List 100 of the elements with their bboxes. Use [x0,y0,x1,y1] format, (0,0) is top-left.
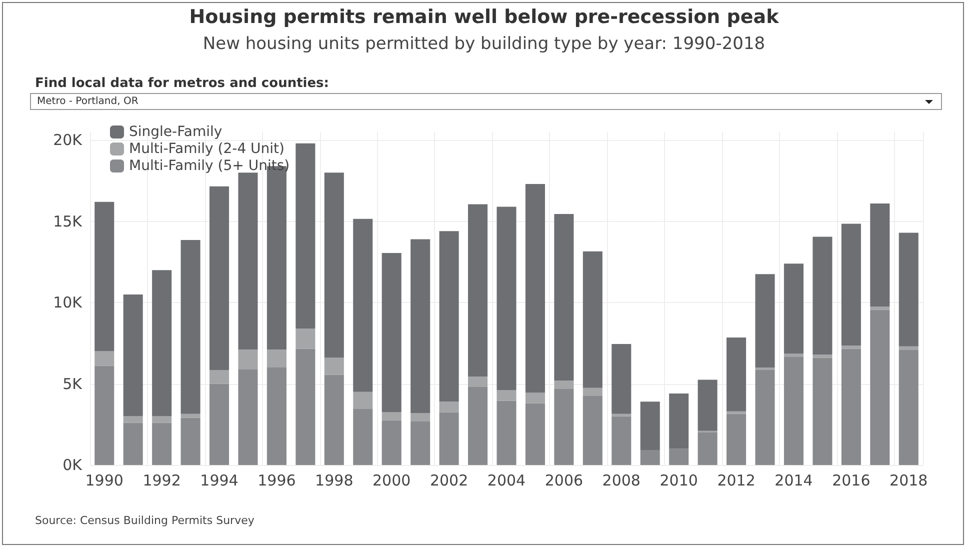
bar [898,232,918,346]
bar [324,172,344,358]
y-tick-label: 5K [62,374,84,393]
bar [726,337,746,412]
bar [238,172,258,350]
bar [123,416,143,423]
bar [612,414,632,416]
bar [152,270,172,416]
bar [612,416,632,465]
bar [669,448,689,465]
chart-title: Housing permits remain well below pre-recession peak [188,6,780,28]
bar [612,344,632,414]
bar [870,306,890,310]
legend-label: Multi-Family (2-4 Unit) [129,141,285,157]
bar [439,402,459,412]
bar [180,418,200,465]
bar [496,206,516,390]
x-tick-label: 2000 [372,472,411,490]
x-tick-label: 2016 [832,472,870,490]
bar [123,294,143,416]
bar [755,370,775,465]
bar [296,143,316,329]
bar [841,348,861,465]
bar [180,240,200,414]
bar [94,351,114,366]
bar [94,202,114,352]
bar [698,432,718,465]
bar [152,416,172,423]
bar [812,236,832,355]
bar [784,264,804,354]
bar [238,350,258,370]
chart-subtitle: New housing units permitted by building type by year: 1990-2018 [202,34,766,54]
y-tick-label: 10K [53,294,84,312]
dropdown-field: Metro - Portland, OR [30,93,942,110]
bar [468,387,488,465]
bar [439,231,459,402]
bar [382,253,402,412]
bar [870,310,890,465]
y-tick-label: 0K [62,456,84,474]
bar [812,354,832,358]
bar [353,408,373,465]
x-tick-label: 1992 [142,472,181,490]
bar [238,369,258,465]
bar [582,388,602,396]
x-tick-label: 1996 [258,472,296,490]
bar [870,203,890,307]
bar [410,239,430,414]
bar [209,186,230,370]
bar [209,370,230,384]
x-tick-label: 2008 [602,472,640,490]
bar [324,374,344,465]
bar [296,328,316,349]
x-tick-label: 2014 [774,472,813,490]
bar [898,350,918,465]
bar [698,380,718,431]
bar [382,420,402,465]
y-tick-label: 15K [53,212,84,230]
bar [353,218,373,392]
bar [123,422,143,465]
bar [812,358,832,465]
bar [525,184,545,393]
bar [296,348,316,465]
bar [582,251,602,388]
bar [554,214,574,381]
bar [209,384,230,465]
bar [324,358,344,375]
bar [755,274,775,368]
x-tick-label: 2012 [717,472,756,490]
x-tick-label: 1990 [85,472,124,490]
bar [726,411,746,414]
bar [640,450,660,465]
bar [554,388,574,465]
bar [152,422,172,465]
bar [669,394,689,449]
x-tick-label: 2006 [544,472,584,490]
y-tick-label: 20K [53,131,84,150]
bar [266,368,286,465]
x-tick-label: 1998 [315,472,354,490]
bar [468,204,488,376]
x-tick-label: 2002 [430,472,468,490]
bar [726,414,746,465]
bar [784,356,804,465]
x-tick-label: 1994 [200,472,238,490]
bar [439,412,459,465]
bar [266,350,286,368]
text: Find local data for metros and counties: [35,76,329,91]
bar [496,390,516,401]
x-tick-label: 2010 [660,472,698,490]
bar [554,380,574,389]
bar [841,346,861,349]
x-tick-label: 2004 [487,472,526,490]
bar [410,413,430,422]
source-note: Source: Census Building Permits Survey [35,514,254,527]
x-tick-label: 2018 [890,472,928,490]
legend-label: Single-Family [129,124,222,140]
bar [640,402,660,450]
bar [841,224,861,346]
bar [496,400,516,465]
bar [410,421,430,465]
bar [582,396,602,465]
